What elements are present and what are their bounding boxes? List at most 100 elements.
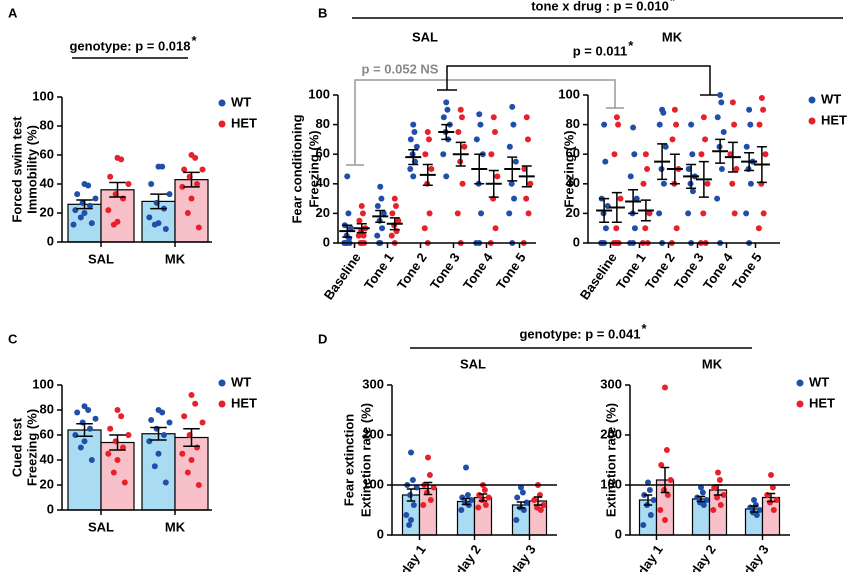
data-point	[718, 99, 725, 106]
data-point	[159, 163, 166, 170]
x-tick-label: SAL	[88, 519, 114, 534]
data-point	[179, 183, 186, 190]
error-bar	[109, 434, 126, 451]
error-bar	[461, 497, 471, 506]
data-point	[114, 457, 121, 463]
data-point	[482, 502, 489, 508]
data-point	[769, 484, 776, 491]
y-axis-label: Immobility (%)	[24, 125, 39, 214]
data-point	[770, 507, 777, 513]
legend-marker	[796, 400, 804, 408]
x-tick-label: Tone 1	[613, 250, 649, 292]
data-point	[105, 207, 112, 214]
data-point	[664, 492, 671, 498]
data-point	[685, 210, 692, 217]
legend-marker	[218, 379, 226, 387]
data-point	[743, 143, 750, 150]
data-point	[768, 472, 774, 478]
y-axis-label: Extinction rate (%)	[603, 403, 618, 517]
data-point	[344, 173, 351, 180]
x-tick-label: Baseline	[577, 250, 620, 302]
y-tick-label: 80	[316, 116, 330, 131]
data-point	[458, 507, 465, 513]
data-point	[689, 188, 696, 195]
data-point	[151, 463, 158, 470]
data-point	[179, 450, 186, 457]
legend-label: WT	[821, 91, 841, 106]
data-point	[477, 121, 484, 128]
x-tick-label: day 3	[507, 542, 538, 572]
annotation-star: *	[628, 38, 634, 53]
data-point	[188, 392, 195, 398]
data-point	[751, 497, 757, 503]
data-point	[729, 180, 736, 187]
data-point	[663, 447, 670, 453]
data-point	[118, 156, 125, 163]
data-point	[647, 512, 654, 518]
data-point	[81, 210, 88, 216]
data-point	[159, 409, 166, 416]
data-point	[518, 484, 524, 491]
data-point	[395, 217, 402, 224]
data-point	[613, 114, 620, 121]
data-point	[521, 166, 528, 172]
data-point	[627, 173, 634, 180]
data-point	[698, 151, 705, 158]
data-point	[162, 479, 169, 486]
legend-label: HET	[821, 112, 847, 127]
annotation: p = 0.011	[573, 43, 628, 58]
data-point	[81, 438, 88, 445]
y-tick-label: 40	[40, 175, 54, 190]
data-point	[671, 106, 678, 113]
data-point	[660, 109, 667, 116]
annotation: p = 0.052 NS	[362, 61, 439, 76]
data-point	[704, 180, 711, 187]
bar	[100, 189, 135, 243]
data-point	[88, 457, 95, 463]
data-point	[688, 121, 695, 128]
data-point	[125, 432, 132, 438]
data-point	[491, 129, 498, 135]
data-point	[411, 129, 418, 135]
annotation: genotype: p = 0.018	[69, 38, 190, 53]
data-point	[720, 492, 727, 498]
x-tick-label: day 1	[634, 542, 665, 572]
data-point	[81, 403, 88, 410]
data-point	[611, 151, 618, 158]
legend-marker	[218, 400, 226, 408]
data-point	[403, 512, 410, 518]
data-point	[650, 497, 657, 503]
error-bar	[76, 199, 93, 210]
data-point	[524, 136, 531, 143]
y-tick-label: 0	[377, 526, 384, 541]
data-point	[711, 484, 718, 491]
error-bar	[150, 426, 167, 441]
error-bar	[150, 193, 167, 210]
data-point	[440, 151, 447, 158]
data-point	[457, 106, 464, 113]
error-bar	[406, 488, 416, 502]
data-point	[514, 494, 521, 501]
error-bar	[516, 501, 526, 509]
data-point	[640, 522, 647, 528]
data-point	[426, 472, 433, 478]
data-point	[166, 419, 173, 426]
legend-label: HET	[231, 395, 257, 410]
error-bar	[533, 496, 543, 506]
data-point	[461, 143, 468, 150]
y-axis-label: Fear conditioning	[289, 114, 304, 223]
data-point	[181, 413, 188, 420]
data-point	[92, 195, 99, 202]
annotation: tone x drug : p = 0.010	[531, 0, 669, 13]
data-point	[508, 180, 515, 187]
data-point	[184, 469, 191, 476]
annotation-star: *	[670, 0, 676, 8]
data-point	[767, 499, 774, 506]
data-point	[192, 154, 199, 161]
data-point	[642, 151, 649, 158]
data-point	[640, 180, 647, 187]
y-tick-label: 80	[40, 401, 54, 416]
data-point	[107, 173, 114, 180]
data-point	[473, 136, 480, 143]
